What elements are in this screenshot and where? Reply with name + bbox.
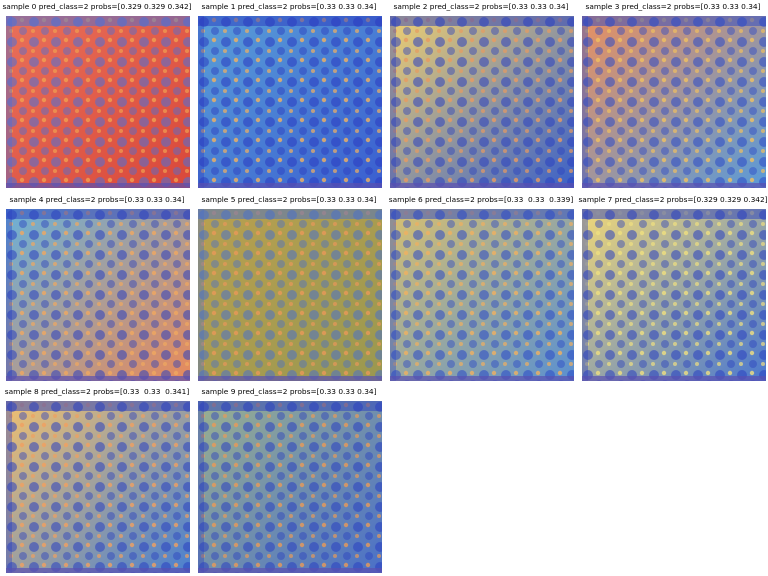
heatmap-edge	[198, 401, 204, 573]
panel-title: sample 5 pred_class=2 probs=[0.33 0.33 0…	[201, 195, 377, 204]
heatmap-image	[198, 401, 382, 573]
heatmap-edge	[390, 16, 396, 188]
heatmap-pattern	[198, 209, 382, 381]
heatmap-edge	[198, 209, 382, 219]
heatmap-edge	[198, 401, 382, 411]
heatmap-image	[390, 16, 574, 188]
heatmap-edge	[390, 209, 396, 381]
heatmap-edge	[198, 209, 204, 381]
heatmap-image	[582, 16, 766, 188]
panel-title: sample 6 pred_class=2 probs=[0.33 0.33 0…	[388, 195, 574, 204]
panel-title: sample 9 pred_class=2 probs=[0.33 0.33 0…	[201, 387, 377, 396]
heatmap-edge	[6, 401, 190, 411]
heatmap-image	[6, 16, 190, 188]
heatmap-image	[198, 16, 382, 188]
heatmap-edge	[6, 209, 190, 219]
panel-title: sample 7 pred_class=2 probs=[0.329 0.329…	[578, 195, 768, 204]
panel-title: sample 3 pred_class=2 probs=[0.33 0.33 0…	[585, 2, 761, 11]
heatmap-edge	[6, 209, 12, 381]
heatmap-pattern	[6, 16, 190, 188]
heatmap-edge	[6, 568, 190, 573]
heatmap-pattern	[6, 209, 190, 381]
heatmap-image	[6, 401, 190, 573]
heatmap-image	[390, 209, 574, 381]
heatmap-edge	[6, 376, 190, 381]
heatmap-edge	[198, 16, 204, 188]
panel-title: sample 8 pred_class=2 probs=[0.33 0.33 0…	[4, 387, 190, 396]
heatmap-pattern	[198, 16, 382, 188]
heatmap-edge	[390, 183, 574, 188]
panel-title: sample 4 pred_class=2 probs=[0.33 0.33 0…	[9, 195, 185, 204]
panel-title: sample 0 pred_class=2 probs=[0.329 0.329…	[2, 2, 192, 11]
heatmap-pattern	[390, 16, 574, 188]
heatmap-edge	[582, 376, 766, 381]
heatmap-edge	[6, 183, 190, 188]
heatmap-edge	[582, 209, 766, 219]
heatmap-pattern	[6, 401, 190, 573]
heatmap-edge	[582, 183, 766, 188]
heatmap-edge	[582, 16, 588, 188]
heatmap-edge	[390, 209, 574, 219]
panel-title: sample 2 pred_class=2 probs=[0.33 0.33 0…	[393, 2, 569, 11]
panel-title: sample 1 pred_class=2 probs=[0.33 0.33 0…	[201, 2, 377, 11]
heatmap-image	[198, 209, 382, 381]
heatmap-edge	[390, 376, 574, 381]
heatmap-edge	[582, 209, 588, 381]
heatmap-edge	[198, 376, 382, 381]
heatmap-edge	[198, 16, 382, 26]
heatmap-image	[582, 209, 766, 381]
heatmap-pattern	[582, 209, 766, 381]
heatmap-pattern	[582, 16, 766, 188]
heatmap-edge	[198, 568, 382, 573]
heatmap-edge	[582, 16, 766, 26]
heatmap-pattern	[390, 209, 574, 381]
heatmap-edge	[6, 16, 12, 188]
heatmap-pattern	[198, 401, 382, 573]
heatmap-edge	[198, 183, 382, 188]
heatmap-edge	[6, 16, 190, 26]
heatmap-image	[6, 209, 190, 381]
heatmap-edge	[6, 401, 12, 573]
heatmap-edge	[390, 16, 574, 26]
